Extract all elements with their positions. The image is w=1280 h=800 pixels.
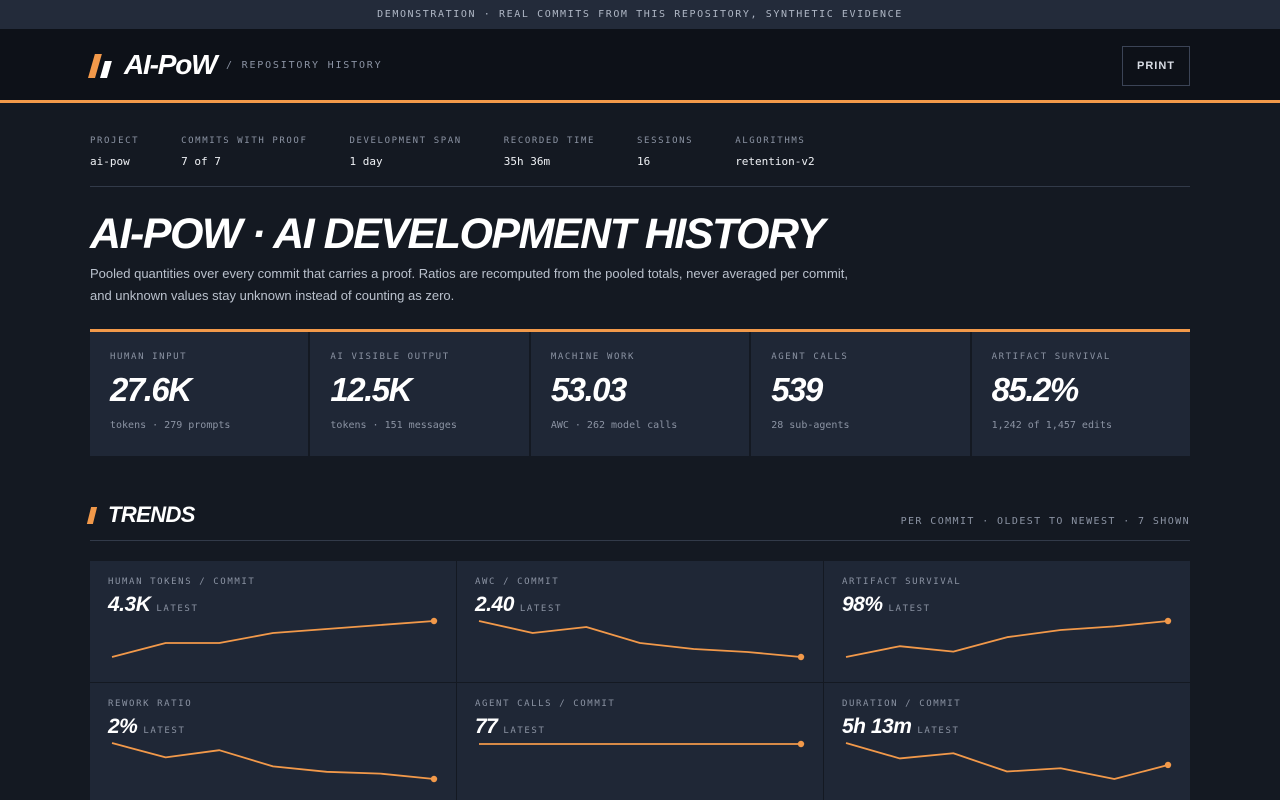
sparkline-path [111,742,435,780]
app-header: AI-PoW / REPOSITORY HISTORY PRINT [0,29,1280,103]
card-sub: 28 sub-agents [771,420,850,431]
card-sub: AWC · 262 model calls [550,420,678,431]
card-sub: tokens · 279 prompts [110,420,231,431]
sparkline-path [478,620,802,658]
trends-divider [90,540,1190,541]
trend-label: HUMAN TOKENS / COMMIT [108,577,256,587]
meta-sessions: SESSIONS 16 [637,136,693,168]
meta-commits: COMMITS WITH PROOF 7 of 7 [181,136,307,168]
summary-cards: HUMAN INPUT 27.6K tokens · 279 prompts A… [90,329,1191,456]
sparkline-latest-dot [1164,761,1172,769]
trend-value: 77 [475,715,498,738]
trend-label: REWORK RATIO [108,699,193,709]
card-machine-work: MACHINE WORK 53.03 AWC · 262 model calls [530,332,750,456]
card-ai-output: AI VISIBLE OUTPUT 12.5K tokens · 151 mes… [310,332,529,456]
trend-duration: DURATION / COMMIT 5h 13m LATEST [824,683,1190,800]
sparkline-latest-dot [1164,617,1172,625]
trend-label: AWC / COMMIT [475,577,560,587]
logo-icon [88,54,114,78]
meta-label: PROJECT [90,136,140,146]
trend-latest-label: LATEST [156,604,199,614]
trend-sparkline [478,620,805,661]
meta-value: 7 of 7 [181,155,221,168]
meta-project: PROJECT ai-pow [90,136,139,168]
trends-grid: HUMAN TOKENS / COMMIT 4.3K LATEST AWC / C… [90,561,1190,800]
trend-value: 98% [842,593,883,616]
meta-span: DEVELOPMENT SPAN 1 day [349,136,461,168]
sparkline-path [845,742,1169,780]
sparkline-latest-dot [430,775,438,783]
page-description: Pooled quantities over every commit that… [90,266,848,303]
meta-value: 35h 36m [503,155,551,168]
card-label: AGENT CALLS [771,352,849,362]
meta-time: RECORDED TIME 35h 36m [504,136,595,168]
meta-label: ALGORITHMS [735,136,806,146]
card-human-input: HUMAN INPUT 27.6K tokens · 279 prompts [90,332,309,456]
trend-latest-label: LATEST [143,726,186,736]
meta-label: DEVELOPMENT SPAN [349,136,462,146]
meta-value: retention-v2 [735,155,815,168]
meta-value: 16 [637,155,651,168]
card-label: AI VISIBLE OUTPUT [330,352,450,362]
trend-latest-label: LATEST [888,604,931,614]
trend-label: ARTIFACT SURVIVAL [842,577,962,587]
card-value: 27.6K [110,371,192,408]
meta-algorithms: ALGORITHMS retention-v2 [735,136,814,168]
card-label: MACHINE WORK [550,352,636,362]
trend-latest-label: LATEST [917,726,960,736]
card-label: HUMAN INPUT [110,352,188,362]
trend-latest-label: LATEST [519,604,562,614]
trend-sparkline [111,617,438,658]
trend-sparkline [845,617,1172,658]
trend-sparkline [479,740,805,748]
trend-sparkline [111,742,438,783]
card-value: 539 [771,371,823,408]
trend-value: 5h 13m [842,715,912,738]
sparkline-latest-dot [797,740,805,748]
trend-value: 2% [108,715,138,738]
trends-accent-icon [86,507,98,524]
card-agent-calls: AGENT CALLS 539 28 sub-agents [751,332,970,456]
trend-value: 4.3K [108,593,151,616]
card-sub: tokens · 151 messages [330,420,457,431]
breadcrumb: / REPOSITORY HISTORY [226,60,383,71]
card-value: 85.2% [991,371,1080,408]
card-value: 53.03 [550,371,628,408]
demo-banner: DEMONSTRATION · REAL COMMITS FROM THIS R… [0,0,1280,29]
card-value: 12.5K [330,371,412,408]
trends-title: TRENDS [108,502,195,527]
trend-label: AGENT CALLS / COMMIT [475,699,616,709]
meta-value: ai-pow [90,155,130,168]
trend-agent-calls: AGENT CALLS / COMMIT 77 LATEST [457,683,823,800]
card-artifact-survival: ARTIFACT SURVIVAL 85.2% 1,242 of 1,457 e… [971,332,1191,456]
sparkline-latest-dot [430,617,438,625]
trend-value: 2.40 [475,593,514,616]
card-label: ARTIFACT SURVIVAL [991,352,1111,362]
trend-artifact-survival: ARTIFACT SURVIVAL 98% LATEST [824,561,1190,682]
meta-value: 1 day [349,155,383,168]
trend-label: DURATION / COMMIT [842,699,962,709]
trend-rework-ratio: REWORK RATIO 2% LATEST [90,683,456,800]
trends-meta: PER COMMIT · OLDEST TO NEWEST · 7 SHOWN [900,516,1190,527]
trend-latest-label: LATEST [503,726,546,736]
meta-label: COMMITS WITH PROOF [181,136,308,146]
meta-label: RECORDED TIME [503,136,596,146]
logo-text[interactable]: AI-PoW [124,49,218,80]
trend-sparkline [845,742,1172,780]
sparkline-path [111,620,435,658]
meta-label: SESSIONS [637,136,694,146]
project-meta: PROJECT ai-pow COMMITS WITH PROOF 7 of 7… [90,136,1190,168]
trend-human-tokens: HUMAN TOKENS / COMMIT 4.3K LATEST [90,561,456,682]
card-sub: 1,242 of 1,457 edits [991,420,1113,431]
sparkline-latest-dot [797,653,805,661]
print-button[interactable]: PRINT [1122,46,1190,86]
trend-awc: AWC / COMMIT 2.40 LATEST [457,561,823,682]
sparkline-path [845,620,1169,658]
page-title: AI-POW · AI DEVELOPMENT HISTORY [90,210,825,258]
meta-divider [90,186,1190,187]
